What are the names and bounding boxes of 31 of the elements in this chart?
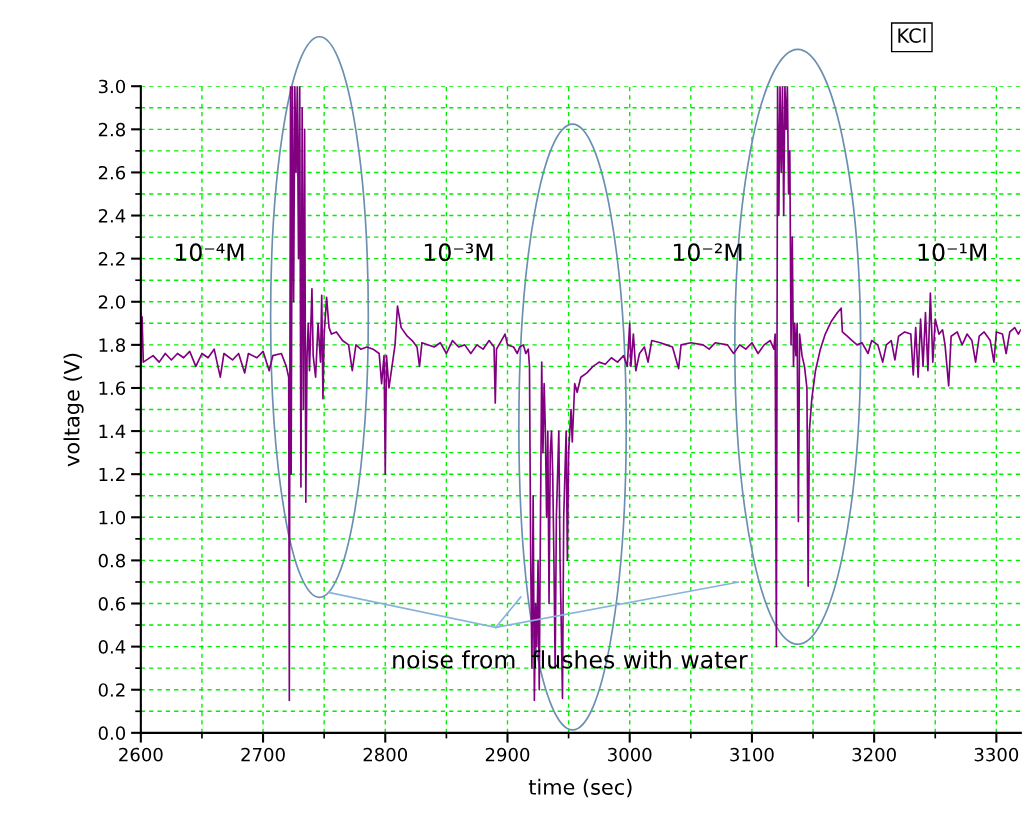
y-tick-label: 2.4	[98, 209, 126, 223]
y-tick-label: 1.2	[99, 467, 125, 482]
y-tick-label: 1.0	[99, 510, 126, 525]
x-tick-label: 2800	[363, 747, 408, 762]
y-tick-label: 0.6	[98, 596, 126, 611]
x-axis-title: time (sec)	[528, 778, 632, 798]
annotation: 10⁻²M	[673, 243, 742, 262]
text: KCl	[898, 27, 926, 43]
y-tick-label: 0.0	[98, 726, 126, 740]
annotation: 10⁻⁴M	[175, 243, 244, 262]
y-tick-label: 1.6	[99, 381, 126, 396]
x-tick-label: 3300	[974, 747, 1019, 762]
x-tick-label: 2600	[119, 747, 163, 762]
y-tick-label: 0.8	[98, 553, 126, 568]
annotation: 10⁻¹M	[918, 243, 987, 262]
y-tick-label: 2.0	[98, 295, 126, 309]
x-tick-label: 3100	[730, 747, 774, 762]
y-axis-title: voltage (V)	[63, 353, 84, 467]
y-tick-label: 0.4	[98, 640, 126, 654]
y-tick-label: 3.0	[98, 79, 126, 94]
y-tick-label: 1.4	[99, 424, 126, 438]
annotation: 10⁻³M	[424, 243, 493, 262]
y-tick-label: 1.8	[99, 338, 126, 352]
x-tick-label: 3200	[852, 747, 896, 762]
x-tick-label: 2900	[485, 747, 530, 762]
x-tick-label: 3000	[608, 747, 652, 762]
y-tick-label: 2.6	[98, 165, 126, 180]
y-tick-label: 0.2	[98, 683, 125, 697]
x-tick-label: 2700	[241, 747, 285, 762]
y-tick-label: 2.8	[98, 122, 126, 137]
y-tick-label: 2.2	[98, 252, 125, 266]
